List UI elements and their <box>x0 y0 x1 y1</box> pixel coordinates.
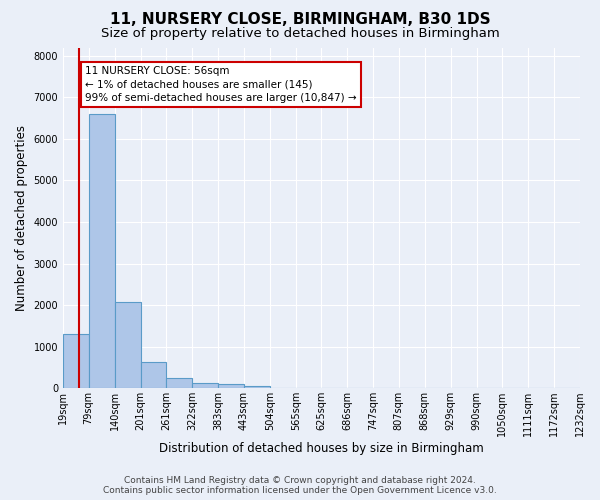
Bar <box>244 386 270 388</box>
Y-axis label: Number of detached properties: Number of detached properties <box>15 125 28 311</box>
Bar <box>140 362 166 388</box>
X-axis label: Distribution of detached houses by size in Birmingham: Distribution of detached houses by size … <box>159 442 484 455</box>
Text: Size of property relative to detached houses in Birmingham: Size of property relative to detached ho… <box>101 28 499 40</box>
Bar <box>218 384 244 388</box>
Bar <box>115 302 140 388</box>
Bar <box>89 114 115 388</box>
Text: 11, NURSERY CLOSE, BIRMINGHAM, B30 1DS: 11, NURSERY CLOSE, BIRMINGHAM, B30 1DS <box>110 12 490 28</box>
Bar <box>63 334 89 388</box>
Bar <box>166 378 192 388</box>
Text: Contains HM Land Registry data © Crown copyright and database right 2024.
Contai: Contains HM Land Registry data © Crown c… <box>103 476 497 495</box>
Text: 11 NURSERY CLOSE: 56sqm
← 1% of detached houses are smaller (145)
99% of semi-de: 11 NURSERY CLOSE: 56sqm ← 1% of detached… <box>85 66 356 102</box>
Bar <box>192 383 218 388</box>
